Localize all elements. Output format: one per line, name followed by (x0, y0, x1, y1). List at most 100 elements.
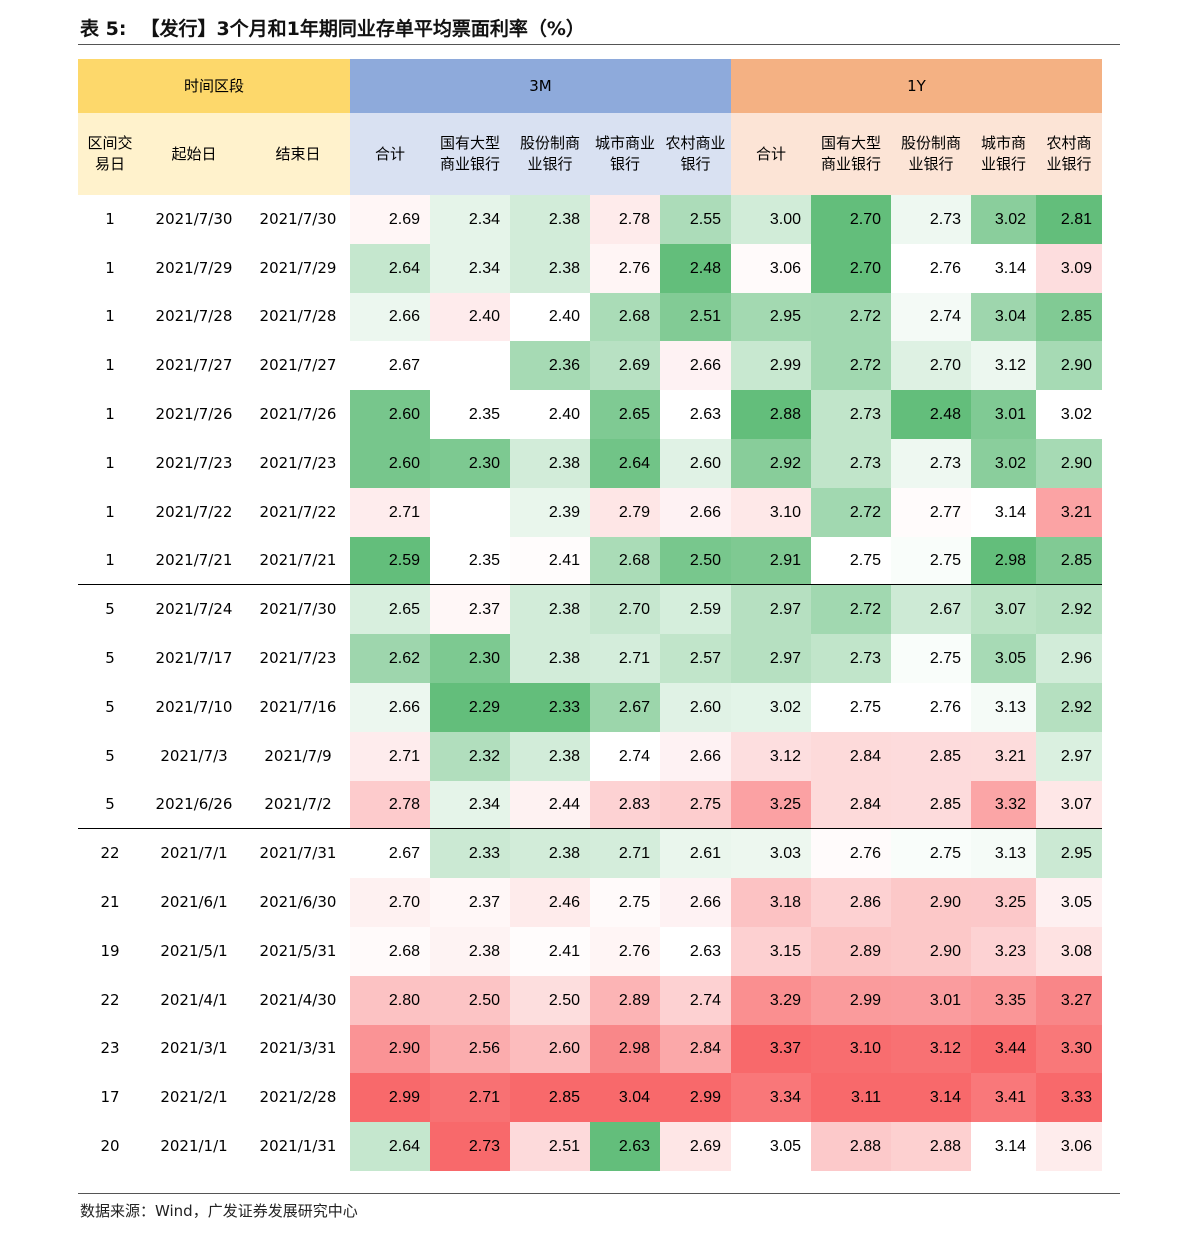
title: 表 5: 【发行】3个月和1年期同业存单平均票面利率（%） (80, 14, 599, 41)
column-header: 城市商业银行 (971, 113, 1036, 195)
column-header: 股份制商业银行 (891, 113, 971, 195)
row-label: 2021/7/28 (246, 292, 350, 342)
cell: 3.12 (971, 341, 1036, 391)
cell: 2.75 (811, 683, 891, 732)
cell: 2.75 (891, 536, 971, 586)
cell: 2.71 (350, 487, 430, 537)
cell: 2.84 (660, 1024, 731, 1074)
row-label: 5 (78, 634, 142, 683)
cell: 2.71 (350, 731, 430, 781)
row-label: 1 (78, 487, 142, 537)
cell: 3.05 (731, 1122, 811, 1171)
row-label: 1 (78, 390, 142, 439)
cell: 2.73 (811, 634, 891, 683)
column-header: 国有大型商业银行 (811, 113, 891, 195)
cell: 2.60 (350, 390, 430, 439)
column-header: 农村商业银行 (1036, 113, 1102, 195)
row-label: 1 (78, 536, 142, 586)
cell: 2.65 (590, 390, 660, 439)
cell: 2.64 (350, 243, 430, 293)
cell: 2.75 (891, 829, 971, 879)
cell: 2.85 (510, 1073, 590, 1123)
row-label: 2021/7/9 (246, 731, 350, 781)
cell: 3.13 (971, 683, 1036, 732)
row-label: 2021/7/30 (246, 585, 350, 635)
row-label: 2021/6/26 (142, 780, 246, 830)
column-header: 区间交易日 (78, 113, 142, 195)
cell: 2.70 (811, 243, 891, 293)
cell: 2.37 (430, 585, 510, 635)
cell: 2.30 (430, 634, 510, 683)
cell: 3.23 (971, 927, 1036, 976)
cell: 2.66 (350, 683, 430, 732)
row-label: 2021/7/21 (246, 536, 350, 586)
cell: 3.13 (971, 829, 1036, 879)
row-label: 1 (78, 439, 142, 488)
cell: 3.02 (731, 683, 811, 732)
cell: 3.00 (731, 195, 811, 244)
row-label: 2021/7/26 (246, 390, 350, 439)
cell: 3.06 (731, 243, 811, 293)
row-label: 2021/7/24 (142, 585, 246, 635)
cell: 2.76 (590, 927, 660, 976)
cell: 2.48 (891, 390, 971, 439)
cell: 3.35 (971, 975, 1036, 1025)
cell: 2.39 (510, 487, 590, 537)
group-header: 3M (350, 59, 731, 113)
cell: 2.59 (350, 536, 430, 586)
cell: 2.60 (660, 439, 731, 488)
cell: 3.14 (891, 1073, 971, 1123)
row-label: 22 (78, 975, 142, 1025)
cell: 3.07 (971, 585, 1036, 635)
cell: 2.95 (1036, 829, 1102, 879)
row-label: 2021/7/16 (246, 683, 350, 732)
cell: 2.83 (590, 780, 660, 830)
cell: 2.88 (731, 390, 811, 439)
cell: 3.05 (1036, 878, 1102, 927)
cell: 3.25 (971, 878, 1036, 927)
cell: 2.66 (660, 341, 731, 391)
cell: 2.85 (891, 731, 971, 781)
cell: 2.85 (1036, 292, 1102, 342)
cell: 2.63 (590, 1122, 660, 1171)
row-label: 2021/7/29 (142, 243, 246, 293)
cell: 2.74 (891, 292, 971, 342)
cell: 2.78 (350, 780, 430, 830)
cell: 2.60 (350, 439, 430, 488)
cell: 2.68 (590, 292, 660, 342)
cell: 2.34 (430, 195, 510, 244)
cell: 2.79 (590, 487, 660, 537)
row-label: 2021/7/28 (142, 292, 246, 342)
cell: 2.60 (510, 1024, 590, 1074)
cell: 2.86 (811, 878, 891, 927)
cell: 3.34 (731, 1073, 811, 1123)
cell: 3.11 (811, 1073, 891, 1123)
cell: 2.38 (510, 634, 590, 683)
cell: 2.72 (811, 292, 891, 342)
cell: 2.91 (731, 536, 811, 586)
cell: 2.40 (430, 292, 510, 342)
cell: 3.32 (971, 780, 1036, 830)
cell: 2.50 (510, 975, 590, 1025)
cell: 2.38 (510, 243, 590, 293)
cell: 2.69 (590, 341, 660, 391)
cell: 2.72 (811, 585, 891, 635)
row-label: 2021/3/1 (142, 1024, 246, 1074)
cell: 3.10 (731, 487, 811, 537)
cell: 2.67 (350, 341, 430, 391)
cell: 3.14 (971, 243, 1036, 293)
row-label: 2021/7/17 (142, 634, 246, 683)
cell: 2.34 (430, 243, 510, 293)
cell: 2.71 (590, 829, 660, 879)
cell: 2.72 (811, 341, 891, 391)
cell: 3.01 (891, 975, 971, 1025)
cell: 3.09 (1036, 243, 1102, 293)
cell: 2.41 (510, 536, 590, 586)
cell: 2.70 (811, 195, 891, 244)
cell: 2.67 (891, 585, 971, 635)
cell: 3.21 (1036, 487, 1102, 537)
cell: 2.73 (430, 1122, 510, 1171)
cell: 2.61 (660, 829, 731, 879)
row-label: 2021/7/22 (142, 487, 246, 537)
cell: 2.44 (510, 780, 590, 830)
